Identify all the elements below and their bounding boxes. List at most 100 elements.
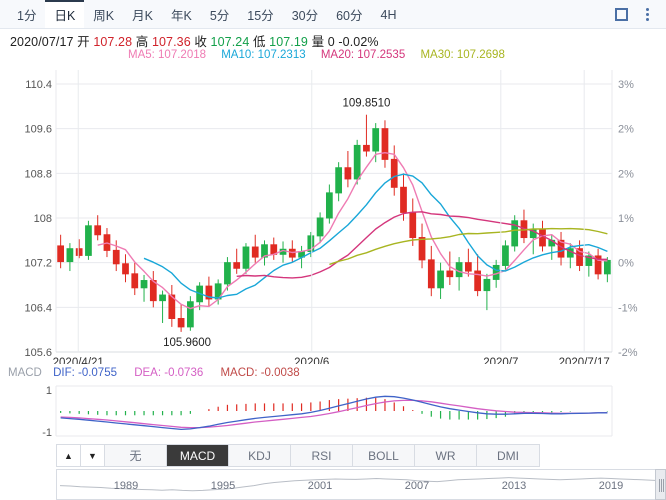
price-chart[interactable]: 110.4 3% 109.6 2% 108.8 2% 108 1% 107.2 0% 106.4 -1… [0,64,666,364]
overview-frame [56,469,666,500]
indicator-tab-kdj[interactable]: KDJ [229,445,291,466]
candlestick [455,257,463,291]
price-axis-tick: 110.4 [25,79,52,91]
overview-year-label: 2001 [308,480,332,492]
open-label: 开 [77,35,90,49]
timeline-overview[interactable]: 1989 1995 2001 2007 2013 2019 [56,469,666,500]
candlestick [186,296,194,331]
indicator-tab-macd[interactable]: MACD [167,445,229,466]
timeframe-tab-8[interactable]: 60分 [336,9,363,23]
kebab-menu-icon [645,7,649,21]
overview-sparkline: 1989 1995 2001 2007 2013 2019 [59,477,663,492]
percent-axis-tick: -1% [618,302,638,314]
fullscreen-button[interactable] [610,3,632,25]
indicator-down-button[interactable]: ▼ [81,445,105,466]
indicator-tab-wr[interactable]: WR [415,445,477,466]
change-percent: -0.02% [338,35,379,49]
overview-year-label: 1989 [114,480,138,492]
close-label: 收 [194,35,207,49]
timeframe-tab-2[interactable]: 周K [93,9,115,23]
overview-year-label: 2013 [502,480,526,492]
candlestick [177,304,185,332]
macd-info-row: MACD DIF: -0.0755 DEA: -0.0736 MACD: -0.… [8,367,300,379]
overview-year-label: 2007 [405,480,429,492]
candlestick [585,251,593,277]
indicator-tab-rsi[interactable]: RSI [291,445,353,466]
candlestick [140,274,148,302]
candlestick [409,198,417,246]
timeframe-tab-9[interactable]: 4H [380,7,397,22]
macd-chart[interactable]: 1 -1 [0,378,666,446]
ma30-line [329,227,608,266]
candlestick [57,234,65,269]
candlestick [224,257,231,291]
more-menu-button[interactable] [636,3,658,25]
timeframe-tab-0[interactable]: 1分 [17,9,37,23]
candlestick [464,248,472,277]
timeframe-tab-5[interactable]: 5分 [209,9,230,23]
candlestick [390,145,398,196]
volume-label: 量 [311,35,325,49]
ma20-value: MA20: 107.2535 [320,49,406,61]
overview-scroll-handle[interactable] [655,469,666,500]
candlestick [335,162,343,202]
indicator-tab-dmi[interactable]: DMI [477,445,539,466]
candlestick [288,240,296,262]
candlestick [474,254,482,297]
candlestick [159,290,166,323]
ma-info-row: MA5: 107.2018 MA10: 107.2313 MA20: 107.2… [128,49,517,61]
candlestick [594,248,602,280]
timeframe-tabs: 1分 日K 周K 月K 年K 5分 15分 30分 60分 4H [8,0,406,28]
macd-axis-tick: 1 [46,385,52,397]
candlestick [502,240,509,272]
price-axis-tick: 108.8 [24,168,52,180]
indicator-tab-boll[interactable]: BOLL [353,445,415,466]
timeframe-tab-6[interactable]: 15分 [247,9,274,23]
low-annotation: 105.9600 [163,337,211,349]
ma5-line [97,152,608,310]
percent-axis-tick: 0% [618,258,634,270]
indicator-items: 无 MACD KDJ RSI BOLL WR DMI [105,445,539,466]
macd-dif-value: DIF: -0.0755 [53,367,117,379]
high-value: 107.36 [151,35,191,49]
timeframe-tab-1[interactable]: 日K [45,0,85,27]
quote-info-row: 2020/07/17 开 107.28 高 107.36 收 107.24 低 … [10,31,379,50]
price-axis-tick: 108 [34,213,52,225]
candlestick [75,239,83,259]
indicator-tab-无[interactable]: 无 [105,445,167,466]
candlestick [372,123,380,163]
candlestick [557,231,565,266]
ma10-line [143,173,608,299]
date-axis-tick: 2020/4/21 [53,357,104,364]
candlestick [94,215,102,241]
macd-axis-tick: -1 [42,427,52,439]
timeframe-tab-7[interactable]: 30分 [291,9,319,23]
candlestick [437,262,444,299]
candlestick [325,184,333,224]
timeframe-tab-3[interactable]: 月K [132,9,153,23]
candlestick [251,234,259,263]
dea-line [60,399,608,429]
candlestick [131,262,139,296]
candlestick [66,243,74,272]
percent-axis-tick: 1% [618,213,634,225]
date-axis-tick: 2020/7/17 [559,357,610,364]
timeframe-tab-4[interactable]: 年K [170,9,192,23]
candlestick [446,251,454,285]
candlestick [427,245,435,297]
macd-dea-value: DEA: -0.0736 [134,367,204,379]
candlestick [353,139,361,185]
candlestick [233,248,241,274]
price-axis-tick: 109.6 [24,124,52,136]
candlestick [344,151,352,188]
price-axis-tick: 107.2 [24,258,52,270]
open-value: 107.28 [93,35,133,49]
candlestick [316,212,324,244]
candlestick [85,220,92,260]
date-axis-tick: 2020/7 [483,357,518,364]
indicator-up-button[interactable]: ▲ [57,445,81,466]
candlestick [483,273,491,311]
overview-year-label: 1995 [211,480,235,492]
timeframe-toolbar: 1分 日K 周K 月K 年K 5分 15分 30分 60分 4H [0,0,666,29]
